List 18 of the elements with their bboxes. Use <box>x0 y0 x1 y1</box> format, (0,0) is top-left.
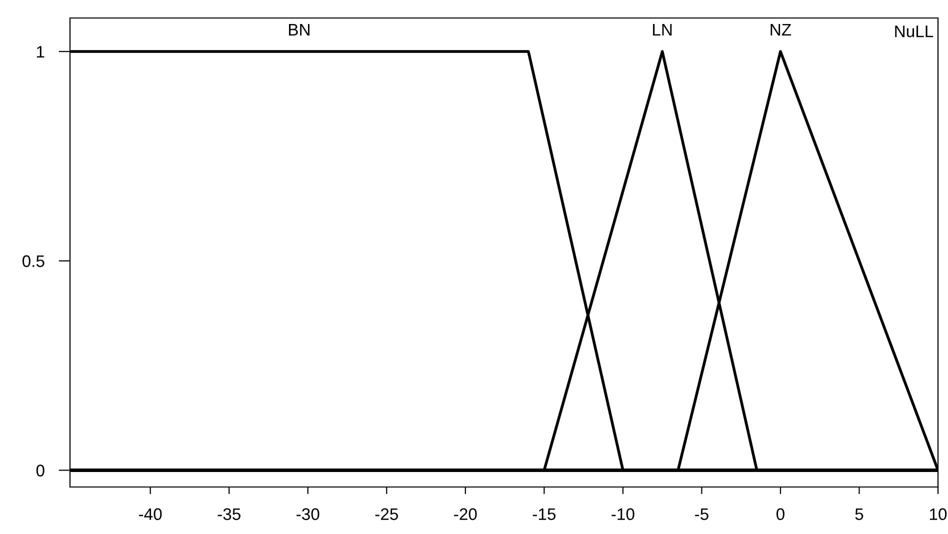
x-tick-label: 0 <box>776 508 784 520</box>
series-label: LN <box>653 24 672 36</box>
annotation: NuLL <box>895 26 934 38</box>
x-tick-label: -30 <box>296 508 320 520</box>
x-tick-label: -40 <box>139 508 162 520</box>
series-label: NZ <box>770 24 792 36</box>
x-tick-label: -25 <box>375 508 398 520</box>
x-tick-label: -15 <box>532 508 556 520</box>
x-tick-label: -35 <box>218 508 240 520</box>
x-tick-label: 5 <box>855 508 864 520</box>
y-tick-label: 0 <box>36 464 44 476</box>
y-tick-label: 1 <box>37 46 44 58</box>
series-label: BN <box>289 24 310 36</box>
x-tick-label: -20 <box>454 508 477 520</box>
y-tick-label: 0.5 <box>22 255 44 268</box>
x-tick-label: -5 <box>695 508 708 520</box>
x-tick-label: -10 <box>612 508 634 520</box>
x-tick-label: 10 <box>930 508 947 520</box>
